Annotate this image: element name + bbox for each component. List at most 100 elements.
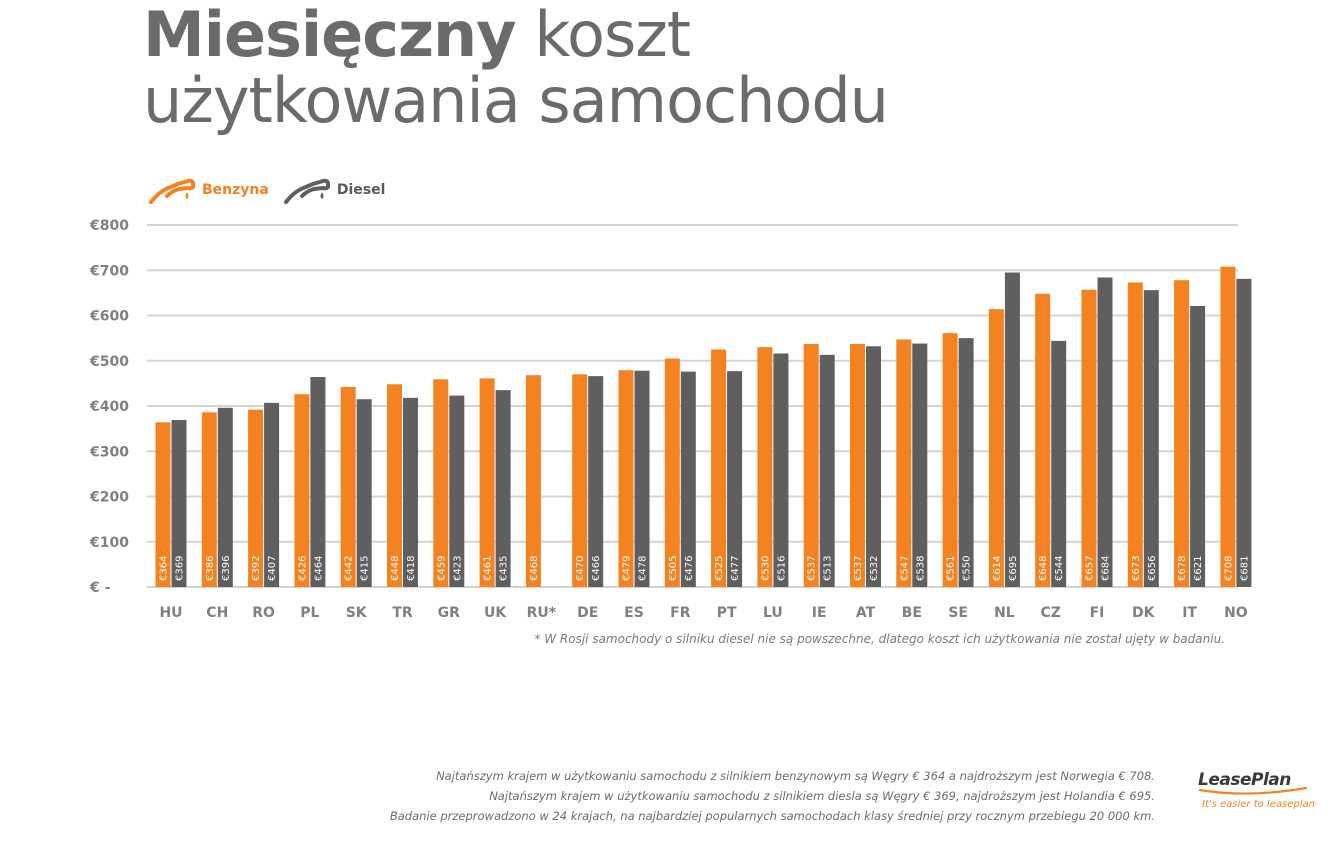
bar-diesel bbox=[1236, 278, 1252, 587]
fuel-nozzle-icon bbox=[149, 178, 195, 204]
bar-value-label: €513 bbox=[823, 556, 834, 581]
bar-value-label: €386 bbox=[205, 556, 216, 581]
bar-value-label: €708 bbox=[1223, 556, 1234, 581]
bar-benzyna bbox=[664, 358, 680, 587]
bar-value-label: €468 bbox=[529, 556, 540, 581]
legend-label-diesel: Diesel bbox=[336, 182, 386, 198]
bar-value-label: €392 bbox=[251, 556, 262, 581]
y-tick-label: €300 bbox=[89, 444, 129, 460]
bar-diesel bbox=[1051, 340, 1067, 587]
bar-value-label: €684 bbox=[1101, 556, 1112, 581]
bar-value-label: €396 bbox=[221, 556, 232, 581]
bar-benzyna bbox=[942, 333, 958, 587]
x-tick-label: HU bbox=[159, 605, 182, 621]
bar-value-label: €673 bbox=[1131, 556, 1142, 581]
bar-value-label: €461 bbox=[483, 556, 494, 581]
bar-diesel bbox=[634, 370, 650, 587]
title-line2: użytkowania samochodu bbox=[143, 64, 889, 137]
brand-tagline: It's easier to leaseplan bbox=[1202, 799, 1315, 810]
y-tick-label: €500 bbox=[89, 354, 129, 370]
y-tick-label: €700 bbox=[89, 263, 129, 279]
bar-benzyna bbox=[340, 386, 356, 587]
bar-diesel bbox=[171, 420, 187, 587]
x-tick-label: SE bbox=[948, 605, 968, 621]
bar-value-label: €656 bbox=[1147, 556, 1158, 581]
bar-value-label: €538 bbox=[915, 556, 926, 581]
x-tick-label: AT bbox=[856, 605, 876, 621]
bar-benzyna bbox=[711, 349, 727, 587]
bar-benzyna bbox=[757, 347, 773, 587]
chart-title: Miesięczny koszt użytkowania samochodu bbox=[143, 0, 889, 137]
bar-value-label: €477 bbox=[730, 556, 741, 581]
bar-value-label: €448 bbox=[390, 556, 401, 581]
bar-value-label: €547 bbox=[899, 556, 910, 581]
bar-value-label: €621 bbox=[1193, 556, 1204, 581]
bar-diesel bbox=[819, 354, 835, 587]
bar-benzyna bbox=[572, 374, 588, 587]
bar-diesel bbox=[449, 395, 465, 587]
bar-diesel bbox=[1004, 272, 1020, 587]
bar-diesel bbox=[727, 371, 743, 587]
bar-diesel bbox=[773, 353, 789, 587]
bar-value-label: €537 bbox=[807, 556, 818, 581]
bar-benzyna bbox=[803, 344, 819, 587]
x-tick-label: CZ bbox=[1040, 605, 1060, 621]
x-tick-label: PL bbox=[300, 605, 319, 621]
x-tick-label: NO bbox=[1224, 605, 1248, 621]
y-tick-label: €400 bbox=[89, 399, 129, 415]
x-tick-label: SK bbox=[346, 605, 368, 621]
bar-value-label: €544 bbox=[1054, 556, 1065, 581]
bar-benzyna bbox=[294, 394, 310, 587]
bar-benzyna bbox=[525, 375, 541, 587]
brand-logo: LeasePlan It's easier to leaseplan bbox=[1198, 770, 1318, 810]
legend-label-benzyna: Benzyna bbox=[202, 182, 269, 198]
bar-benzyna bbox=[1174, 280, 1190, 587]
bar-diesel bbox=[866, 346, 881, 587]
legend: Benzyna Diesel bbox=[148, 172, 399, 208]
x-tick-label: ES bbox=[624, 605, 644, 621]
bar-value-label: €537 bbox=[853, 556, 864, 581]
title-bold: Miesięczny bbox=[143, 0, 517, 71]
x-tick-label: DE bbox=[577, 605, 598, 621]
summary-line: Najtańszym krajem w użytkowaniu samochod… bbox=[489, 789, 1155, 803]
bar-diesel bbox=[403, 397, 418, 587]
bar-value-label: €561 bbox=[946, 556, 957, 581]
x-axis-labels: HU CH RO PL SK TR GR UK RU* DE ES FR PT LU IE AT BE SE NL C… bbox=[159, 605, 1247, 621]
x-tick-label: TR bbox=[392, 605, 413, 621]
bar-value-label: €516 bbox=[776, 556, 787, 581]
bars bbox=[155, 266, 1252, 587]
y-tick-label: €200 bbox=[89, 490, 129, 506]
bar-value-label: €459 bbox=[436, 556, 447, 581]
bar-benzyna bbox=[201, 412, 217, 587]
bar-diesel bbox=[356, 399, 372, 587]
x-tick-label: IE bbox=[812, 605, 827, 621]
bar-benzyna bbox=[850, 344, 865, 587]
bar-value-label: €657 bbox=[1085, 556, 1096, 581]
x-tick-label: NL bbox=[994, 605, 1015, 621]
bar-diesel bbox=[588, 376, 604, 587]
bar-diesel bbox=[958, 338, 974, 587]
bar-benzyna bbox=[433, 379, 449, 587]
bar-value-label: €442 bbox=[344, 556, 355, 581]
legend-item-benzyna: Benzyna bbox=[148, 175, 269, 205]
bar-diesel bbox=[217, 407, 233, 587]
x-tick-label: FI bbox=[1090, 605, 1105, 621]
bar-benzyna bbox=[387, 384, 402, 587]
bar-value-label: €681 bbox=[1239, 556, 1250, 581]
bar-benzyna bbox=[1127, 282, 1143, 587]
y-tick-label: €100 bbox=[89, 535, 129, 551]
x-tick-label: PT bbox=[717, 605, 737, 621]
bar-benzyna bbox=[155, 422, 171, 587]
summary-line: Najtańszym krajem w użytkowaniu samochod… bbox=[436, 769, 1155, 783]
bar-benzyna bbox=[479, 378, 495, 587]
bar-value-label: €435 bbox=[499, 556, 510, 581]
bar-value-label: €415 bbox=[360, 556, 371, 581]
footnote: * W Rosji samochody o silniku diesel nie… bbox=[534, 632, 1225, 646]
y-tick-label: €600 bbox=[89, 309, 129, 325]
x-tick-label: CH bbox=[206, 605, 228, 621]
bar-value-label: €478 bbox=[638, 556, 649, 581]
x-tick-label: BE bbox=[902, 605, 922, 621]
y-axis-labels: € - €100 €200 €300 €400 €500 €600 €700 €800 bbox=[89, 218, 129, 596]
x-tick-label: UK bbox=[484, 605, 507, 621]
y-tick-label: € - bbox=[89, 580, 111, 596]
